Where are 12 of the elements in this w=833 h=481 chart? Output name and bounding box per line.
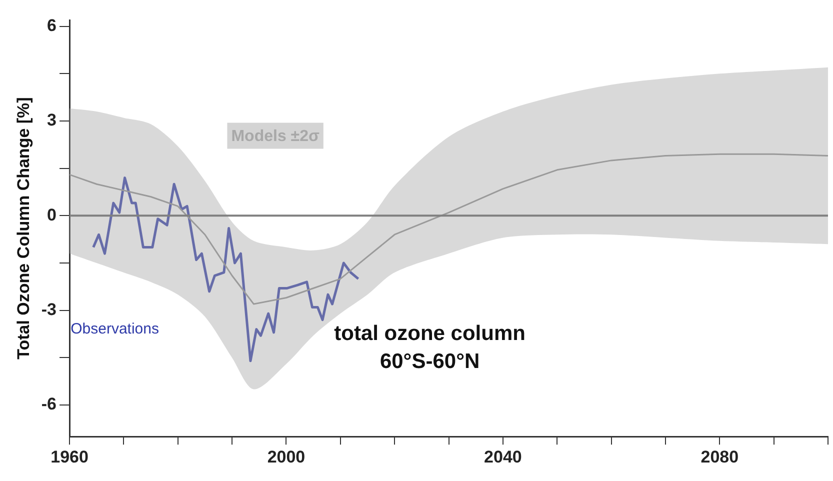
x-tick-label: 2000 bbox=[267, 447, 306, 466]
y-tick-label: 0 bbox=[47, 205, 57, 224]
y-tick-label: -3 bbox=[41, 300, 57, 320]
y-axis-title: Total Ozone Column Change [%] bbox=[14, 97, 33, 360]
y-tick-label: 6 bbox=[47, 16, 57, 35]
x-tick-label: 2040 bbox=[484, 447, 522, 466]
y-tick-label: -6 bbox=[41, 394, 57, 414]
y-tick-label: 3 bbox=[47, 110, 57, 130]
text: Observations bbox=[70, 320, 159, 338]
x-tick-label: 2080 bbox=[700, 447, 739, 466]
annotation: total ozone column 60°S-60°N bbox=[334, 322, 526, 373]
x-tick-label: 1960 bbox=[50, 447, 88, 466]
